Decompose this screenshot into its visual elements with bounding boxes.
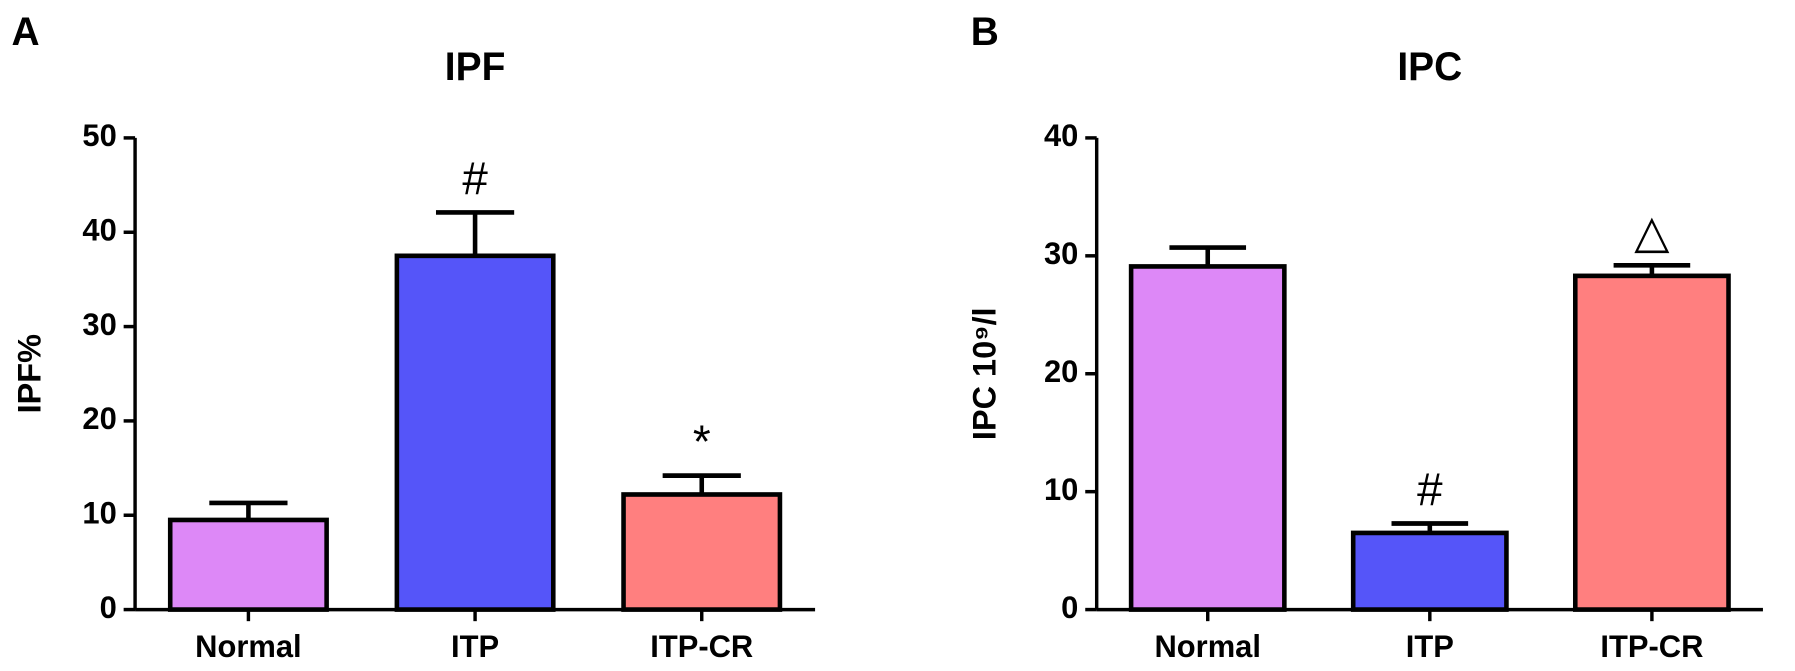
x-tick-label: Normal: [1154, 629, 1260, 664]
bar: [394, 253, 556, 612]
panel-label: B: [971, 11, 999, 54]
significance-mark: △: [1634, 205, 1670, 257]
x-tick-label: ITP-CR: [650, 629, 753, 664]
y-axis-label: IPC 10⁹/l: [966, 307, 1002, 440]
bar: [1350, 530, 1509, 612]
x-tick-label: ITP-CR: [1600, 629, 1703, 664]
significance-mark: *: [693, 415, 711, 467]
y-tick-label: 30: [1044, 236, 1078, 271]
panel-label: A: [11, 11, 39, 54]
y-tick-label: 40: [1044, 118, 1078, 153]
y-tick-label: 30: [82, 307, 116, 342]
y-tick-label: 20: [82, 401, 116, 436]
chart-title: IPC: [1397, 46, 1462, 89]
y-tick-label: 10: [1044, 472, 1078, 507]
x-tick-label: Normal: [195, 629, 301, 664]
y-tick-label: 40: [82, 212, 116, 247]
x-tick-label: ITP: [1406, 629, 1454, 664]
chart-title: IPF: [445, 46, 506, 89]
bar: [1572, 273, 1731, 612]
y-tick-label: 50: [82, 118, 116, 153]
y-tick-label: 0: [100, 590, 117, 625]
bar: [621, 492, 783, 612]
significance-mark: #: [1417, 463, 1443, 515]
bar: [1128, 264, 1287, 612]
y-tick-label: 10: [82, 495, 116, 530]
x-tick-label: ITP: [451, 629, 499, 664]
bar: [167, 517, 329, 612]
y-axis-label: IPF%: [12, 334, 48, 413]
y-tick-label: 20: [1044, 354, 1078, 389]
y-tick-label: 0: [1061, 590, 1078, 625]
significance-mark: #: [462, 152, 488, 204]
